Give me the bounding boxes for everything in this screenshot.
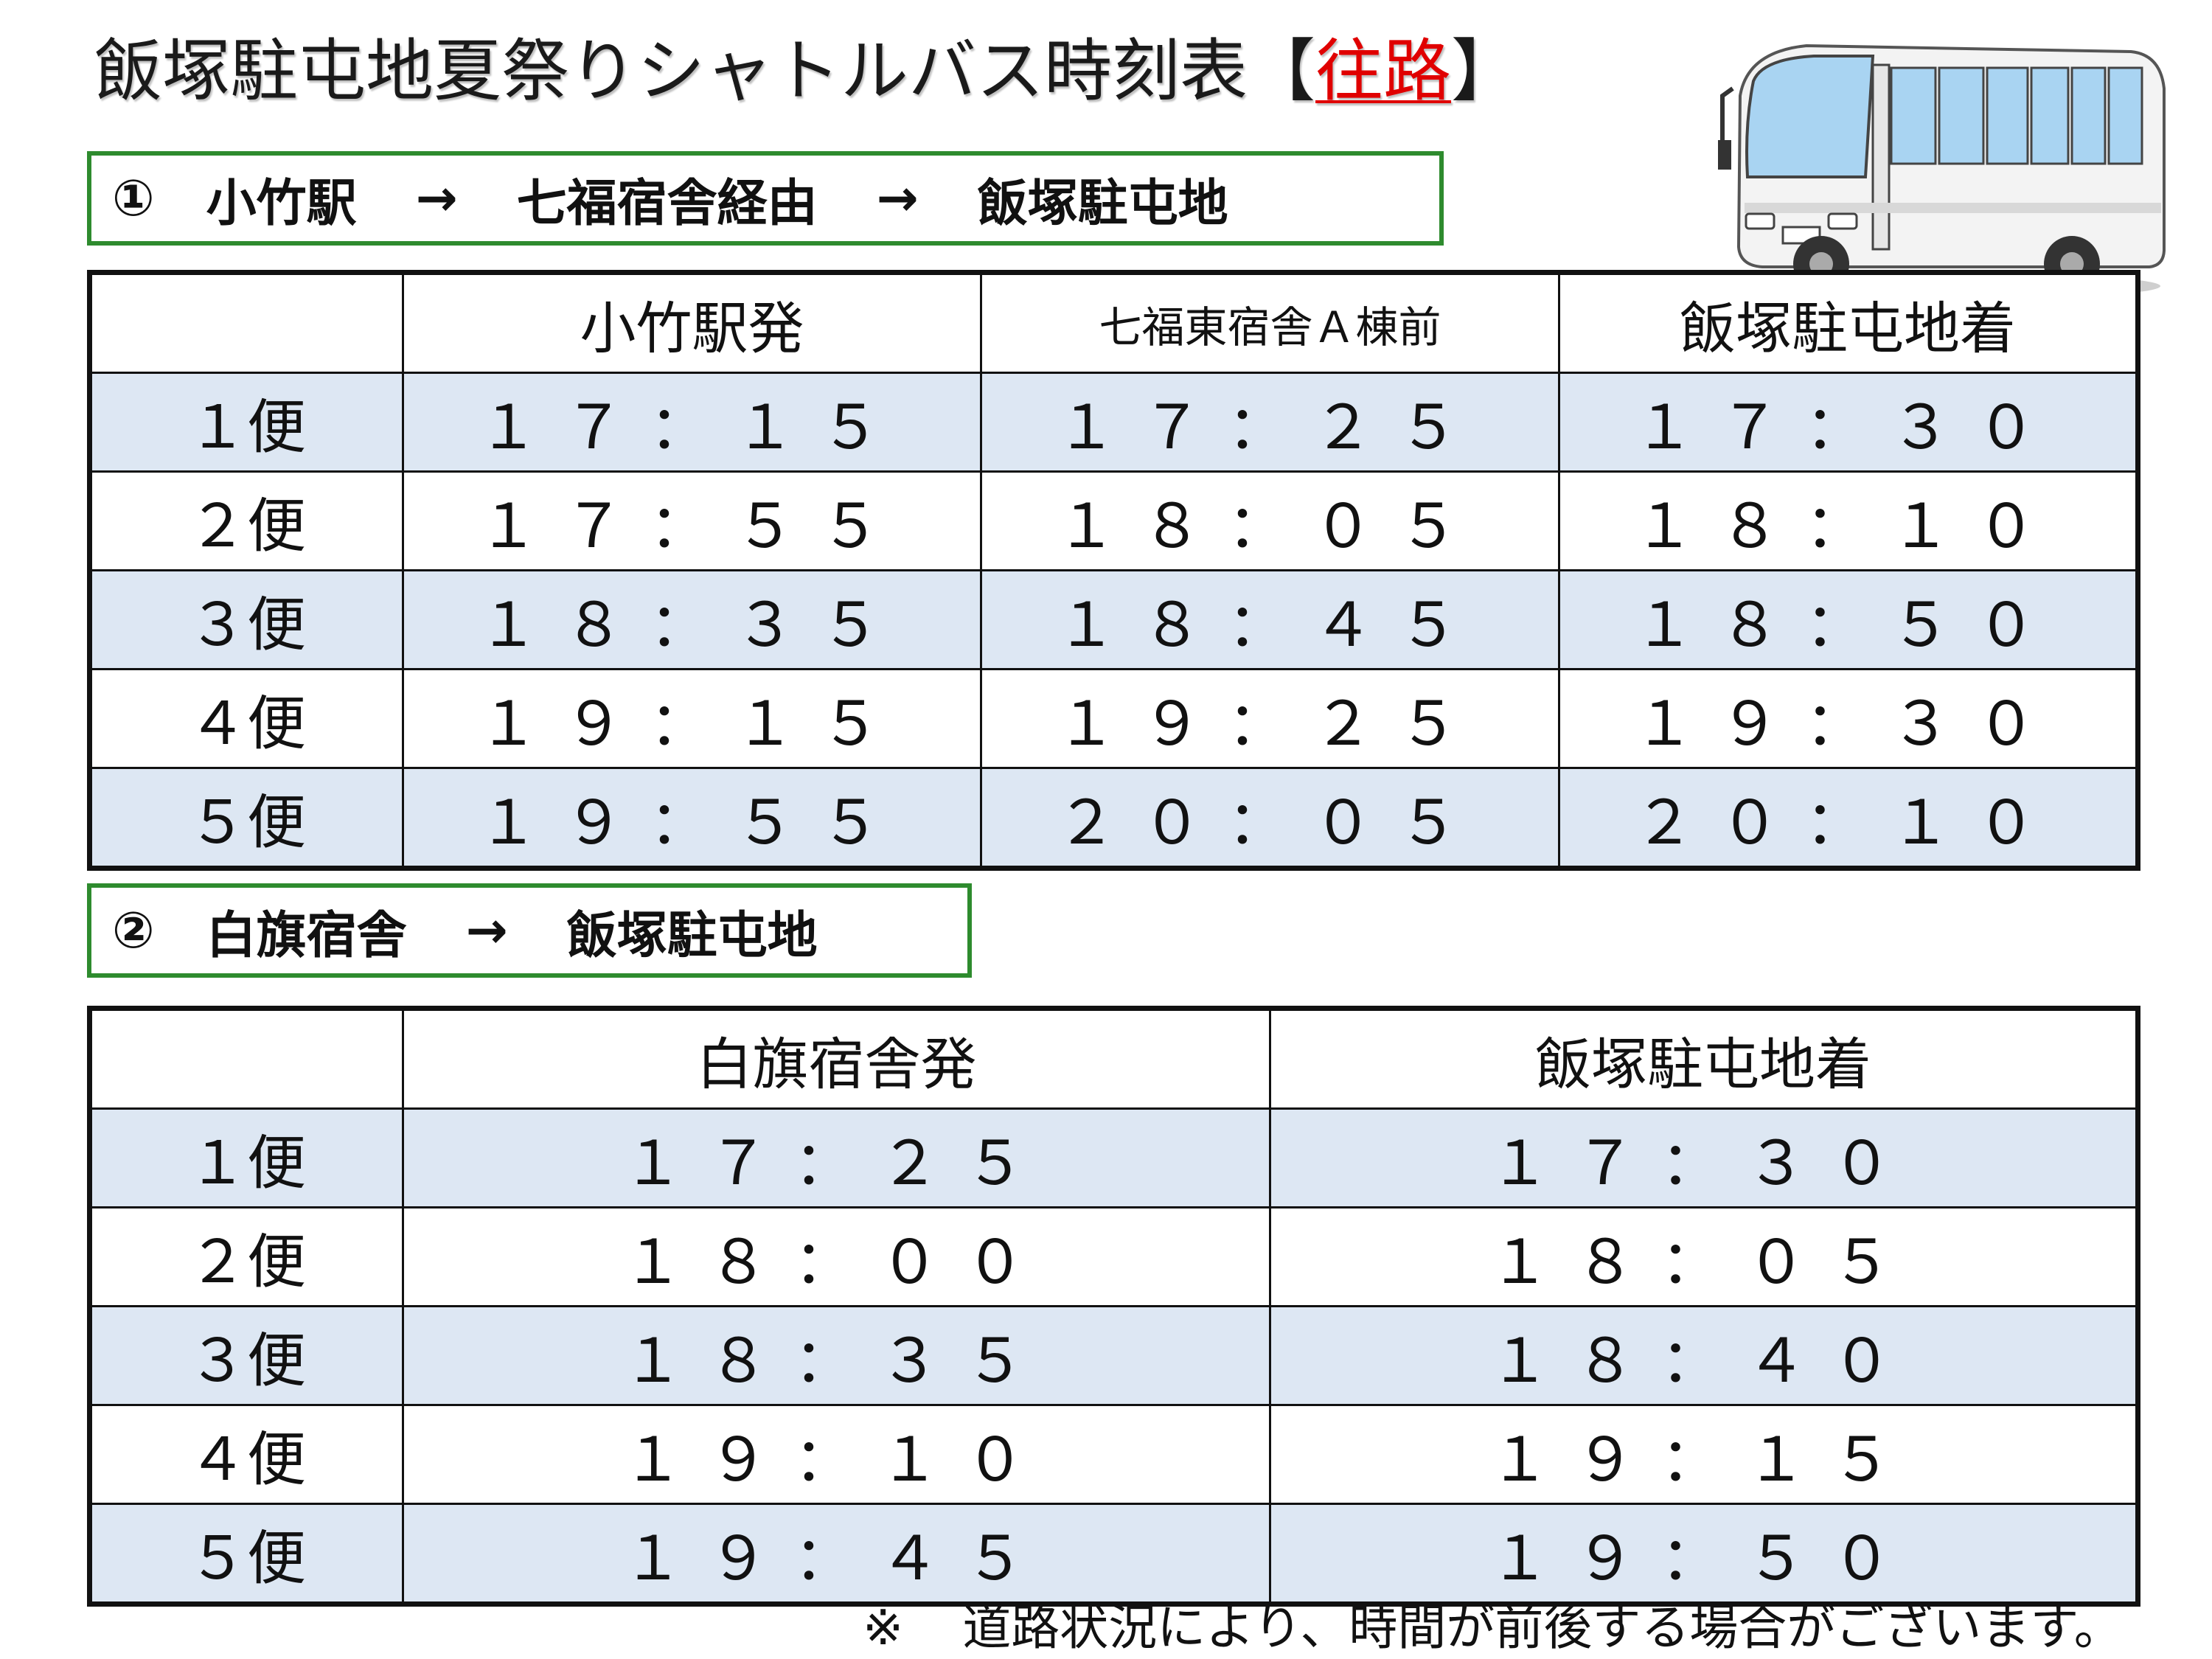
table-header-row: 白旗宿舎発 飯塚駐屯地着 — [88, 1007, 2139, 1110]
route-2-from: 白旗宿舎 — [206, 906, 407, 965]
time-cell: １７：２５ — [402, 1107, 1271, 1208]
table-row: １便 １７：１５ １７：２５ １７：３０ — [88, 372, 2139, 473]
route-1-from: 小竹駅 — [206, 174, 357, 233]
time-cell: １８：３５ — [402, 1305, 1271, 1406]
route-2-to: 飯塚駐屯地 — [566, 906, 818, 965]
column-header: 飯塚駐屯地着 — [1269, 1007, 2139, 1110]
page-title: 飯塚駐屯地夏祭りシャトルバス時刻表【往路】 — [94, 31, 1519, 112]
time-cell: １８：０５ — [980, 470, 1560, 571]
table-corner-cell — [88, 1007, 404, 1110]
trip-label: １便 — [88, 1107, 404, 1208]
title-bracket-close: 】 — [1451, 32, 1520, 111]
column-header: 飯塚駐屯地着 — [1558, 271, 2139, 374]
time-cell: １９：２５ — [980, 668, 1560, 769]
route-1-to: 飯塚駐屯地 — [977, 174, 1228, 233]
table-row: ２便 １７：５５ １８：０５ １８：１０ — [88, 470, 2139, 571]
trip-label: ４便 — [88, 1404, 404, 1505]
time-cell: １９：１５ — [402, 668, 982, 769]
route-1-heading: ① 小竹駅 → 七福宿舎経由 → 飯塚駐屯地 — [87, 151, 1444, 246]
trip-label: １便 — [88, 372, 404, 473]
time-cell: １８：４５ — [980, 569, 1560, 670]
trip-label: ５便 — [88, 767, 404, 869]
title-main: 飯塚駐屯地夏祭りシャトルバス時刻表 — [94, 32, 1248, 111]
time-cell: １７：３０ — [1269, 1107, 2139, 1208]
table-row: ５便 １９：５５ ２０：０５ ２０：１０ — [88, 767, 2139, 869]
column-header: 七福東宿舎Ａ棟前 — [980, 271, 1560, 374]
time-cell: １８：３５ — [402, 569, 982, 670]
time-cell: １９：１５ — [1269, 1404, 2139, 1505]
time-cell: １８：４０ — [1269, 1305, 2139, 1406]
time-cell: １８：００ — [402, 1206, 1271, 1307]
route-2-arrow: → — [465, 901, 508, 960]
title-bracket-open: 【 — [1248, 32, 1316, 111]
time-cell: １７：２５ — [980, 372, 1560, 473]
trip-label: ３便 — [88, 569, 404, 670]
bus-icon — [1718, 44, 2166, 299]
table-row: ５便 １９：４５ １９：５０ — [88, 1503, 2139, 1605]
trip-label: ４便 — [88, 668, 404, 769]
title-accent-outbound: 往路 — [1315, 32, 1452, 111]
table-corner-cell — [88, 271, 404, 374]
route-2-heading: ② 白旗宿舎 → 飯塚駐屯地 — [87, 883, 972, 978]
time-cell: １７：５５ — [402, 470, 982, 571]
route-2-number: ② — [112, 901, 155, 960]
trip-label: ３便 — [88, 1305, 404, 1406]
time-cell: １９：５０ — [1269, 1503, 2139, 1605]
time-cell: １７：３０ — [1558, 372, 2139, 473]
table-row: ３便 １８：３５ １８：４０ — [88, 1305, 2139, 1406]
table-row: ２便 １８：００ １８：０５ — [88, 1206, 2139, 1307]
trip-label: ２便 — [88, 470, 404, 571]
trip-label: ５便 — [88, 1503, 404, 1605]
time-cell: １８：０５ — [1269, 1206, 2139, 1307]
footnote: ※ 道路状況により、時間が前後する場合がございます。 — [863, 1599, 2123, 1658]
table-row: ４便 １９：１５ １９：２５ １９：３０ — [88, 668, 2139, 769]
time-cell: １８：１０ — [1558, 470, 2139, 571]
time-cell: １９：１０ — [402, 1404, 1271, 1505]
route-1-number: ① — [112, 169, 155, 228]
footnote-text: 道路状況により、時間が前後する場合がございます。 — [962, 1599, 2123, 1656]
footnote-mark: ※ — [863, 1599, 904, 1656]
trip-label: ２便 — [88, 1206, 404, 1307]
time-cell: ２０：１０ — [1558, 767, 2139, 869]
timetable-route-1: 小竹駅発 七福東宿舎Ａ棟前 飯塚駐屯地着 １便 １７：１５ １７：２５ １７：３… — [87, 270, 2140, 871]
time-cell: １９：４５ — [402, 1503, 1271, 1605]
table-header-row: 小竹駅発 七福東宿舎Ａ棟前 飯塚駐屯地着 — [88, 271, 2139, 374]
time-cell: １８：５０ — [1558, 569, 2139, 670]
time-cell: ２０：０５ — [980, 767, 1560, 869]
route-1-arrow-2: → — [876, 169, 919, 228]
table-row: １便 １７：２５ １７：３０ — [88, 1107, 2139, 1208]
column-header: 白旗宿舎発 — [402, 1007, 1271, 1110]
time-cell: １９：５５ — [402, 767, 982, 869]
time-cell: １７：１５ — [402, 372, 982, 473]
route-1-arrow-1: → — [415, 169, 458, 228]
time-cell: １９：３０ — [1558, 668, 2139, 769]
table-row: ４便 １９：１０ １９：１５ — [88, 1404, 2139, 1505]
timetable-route-2: 白旗宿舎発 飯塚駐屯地着 １便 １７：２５ １７：３０ ２便 １８：００ １８：… — [87, 1006, 2140, 1607]
column-header: 小竹駅発 — [402, 271, 982, 374]
route-1-via: 七福宿舎経由 — [516, 174, 818, 233]
table-row: ３便 １８：３５ １８：４５ １８：５０ — [88, 569, 2139, 670]
